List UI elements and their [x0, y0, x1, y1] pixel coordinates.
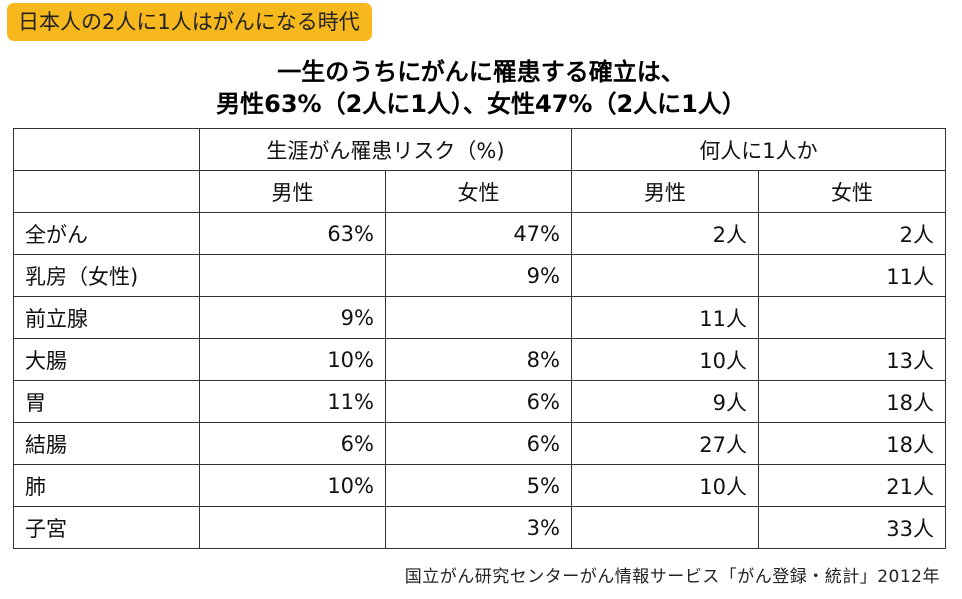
cell-male-count: 10人	[571, 338, 759, 381]
corner-cell	[13, 128, 200, 171]
risk-table: 生涯がん罹患リスク（%) 何人に1人か 男性 女性 男性 女性 全がん 63% …	[13, 128, 946, 549]
cell-female-risk: 6%	[385, 380, 572, 423]
cell-male-count: 10人	[571, 464, 759, 507]
cell-female-count: 18人	[758, 380, 946, 423]
sub-header-female-risk: 女性	[385, 170, 572, 213]
source-note: 国立がん研究センターがん情報サービス「がん登録・統計」2012年	[404, 567, 940, 587]
cell-male-count	[571, 254, 759, 297]
cell-female-risk	[385, 296, 572, 339]
cell-male-count: 27人	[571, 422, 759, 465]
sub-header-blank	[13, 170, 200, 213]
cell-male-count: 9人	[571, 380, 759, 423]
row-label: 大腸	[13, 338, 200, 381]
row-label: 全がん	[13, 212, 200, 255]
cell-male-risk: 9%	[199, 296, 386, 339]
cell-female-risk: 6%	[385, 422, 572, 465]
cell-female-risk: 47%	[385, 212, 572, 255]
row-label: 結腸	[13, 422, 200, 465]
sub-header-male-risk: 男性	[199, 170, 386, 213]
row-label: 前立腺	[13, 296, 200, 339]
cell-male-count: 2人	[571, 212, 759, 255]
cell-male-risk: 10%	[199, 464, 386, 507]
headline-line-2: 男性63%（2人に1人）、女性47%（2人に1人）	[216, 90, 746, 118]
header-lifetime-risk: 生涯がん罹患リスク（%)	[199, 128, 572, 171]
row-label: 乳房（女性)	[13, 254, 200, 297]
cell-female-risk: 5%	[385, 464, 572, 507]
table-row: 全がん 63% 47% 2人 2人	[13, 212, 946, 255]
header-one-in-n: 何人に1人か	[571, 128, 946, 171]
cell-female-count: 33人	[758, 506, 946, 549]
row-label: 胃	[13, 380, 200, 423]
cell-female-risk: 8%	[385, 338, 572, 381]
table-row: 胃 11% 6% 9人 18人	[13, 380, 946, 423]
title-tag: 日本人の2人に1人はがんになる時代	[7, 3, 372, 41]
table-row: 肺 10% 5% 10人 21人	[13, 464, 946, 507]
cell-female-risk: 9%	[385, 254, 572, 297]
headline-line-1: 一生のうちにがんに罹患する確立は、	[277, 58, 685, 86]
table-row: 結腸 6% 6% 27人 18人	[13, 422, 946, 465]
cell-male-risk: 6%	[199, 422, 386, 465]
cell-female-count: 13人	[758, 338, 946, 381]
table-row: 大腸 10% 8% 10人 13人	[13, 338, 946, 381]
cell-female-count	[758, 296, 946, 339]
cell-female-count: 2人	[758, 212, 946, 255]
cell-female-count: 18人	[758, 422, 946, 465]
cell-female-count: 11人	[758, 254, 946, 297]
cell-female-risk: 3%	[385, 506, 572, 549]
cell-male-risk: 10%	[199, 338, 386, 381]
table-sub-header-row: 男性 女性 男性 女性	[13, 170, 946, 213]
cell-male-risk: 11%	[199, 380, 386, 423]
cell-female-count: 21人	[758, 464, 946, 507]
sub-header-female-count: 女性	[758, 170, 946, 213]
cell-male-risk	[199, 254, 386, 297]
table-group-header-row: 生涯がん罹患リスク（%) 何人に1人か	[13, 128, 946, 171]
cell-male-count: 11人	[571, 296, 759, 339]
cell-male-count	[571, 506, 759, 549]
table-row: 前立腺 9% 11人	[13, 296, 946, 339]
headline: 一生のうちにがんに罹患する確立は、 男性63%（2人に1人）、女性47%（2人に…	[0, 56, 962, 120]
sub-header-male-count: 男性	[571, 170, 759, 213]
cell-male-risk: 63%	[199, 212, 386, 255]
row-label: 子宮	[13, 506, 200, 549]
row-label: 肺	[13, 464, 200, 507]
table-row: 子宮 3% 33人	[13, 506, 946, 549]
table-row: 乳房（女性) 9% 11人	[13, 254, 946, 297]
cell-male-risk	[199, 506, 386, 549]
